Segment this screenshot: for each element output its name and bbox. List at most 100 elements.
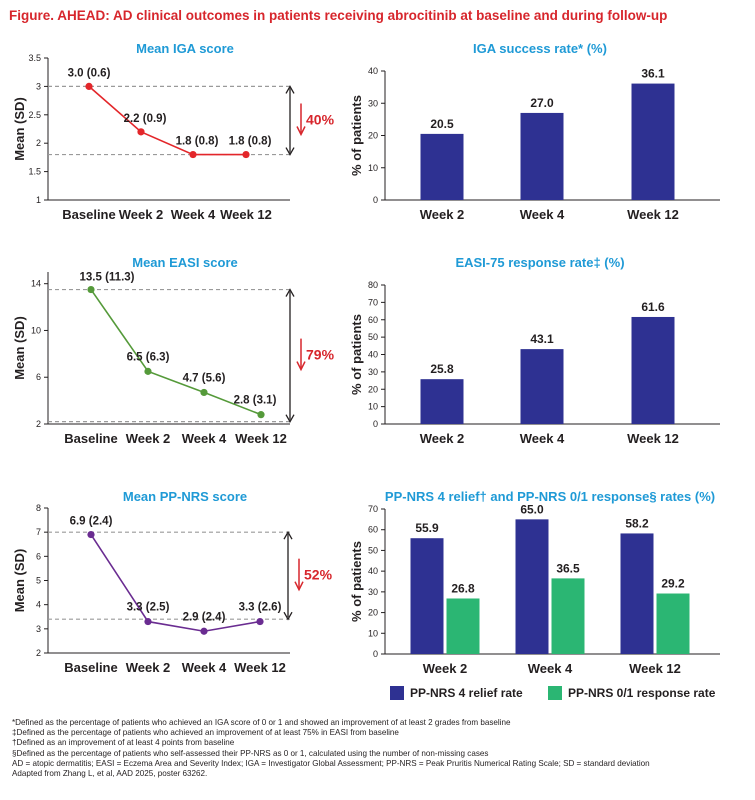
legend-item-response: PP-NRS 0/1 response rate	[548, 686, 715, 700]
ppnrs-mean-y-tick-label: 8	[36, 503, 41, 513]
iga-success-y-tick-label: 40	[368, 66, 378, 76]
easi-mean-y-tick-label: 6	[36, 372, 41, 382]
ppnrs-rates-x-tick-label: Week 4	[528, 661, 573, 676]
ppnrs-mean-y-tick-label: 2	[36, 648, 41, 658]
iga-success-data-label: 20.5	[430, 117, 454, 131]
easi75-y-tick-label: 70	[368, 297, 378, 307]
easi-mean-y-tick-label: 2	[36, 419, 41, 429]
ppnrs-rates-y-tick-label: 40	[368, 566, 378, 576]
easi75-chart: 0 10 20 30 40 50 60 70 80 % of patients Week 2 Week…	[349, 280, 720, 446]
easi-mean-title: Mean EASI score	[132, 255, 238, 270]
easi-mean-range-arrow-top	[285, 288, 295, 297]
iga-mean-x-tick-label: Baseline	[62, 207, 115, 222]
iga-mean-data-point	[242, 150, 250, 159]
iga-mean-y-tick-label: 1	[36, 195, 41, 205]
iga-mean-data-label: 2.2 (0.9)	[124, 113, 167, 125]
easi75-bar	[420, 379, 464, 424]
iga-success-x-tick-label: Week 12	[627, 207, 679, 222]
iga-mean-y-tick-label: 2.5	[28, 110, 41, 120]
iga-mean-y-tick-label: 3.5	[28, 53, 41, 63]
ppnrs-mean-data-label: 3.3 (2.5)	[127, 602, 170, 614]
easi-mean-chart: 2 6 10 14 Mean (SD) Baseline Week 2 Week 4 Week …	[12, 272, 335, 446]
ppnrs-mean-y-tick-label: 5	[36, 576, 41, 586]
ppnrs-rates-data-label: 36.5	[556, 561, 580, 575]
easi-mean-y-tick-label: 10	[31, 325, 41, 335]
iga-mean-x-tick-label: Week 2	[119, 207, 164, 222]
ppnrs-mean-reduction-arrow-head	[294, 581, 304, 592]
ppnrs-mean-y-tick-label: 6	[36, 551, 41, 561]
iga-mean-data-point	[137, 128, 145, 136]
iga-success-y-tick-label: 30	[368, 98, 378, 108]
legend-label-response: PP-NRS 0/1 response rate	[568, 686, 716, 700]
easi-mean-data-point	[200, 388, 208, 397]
easi-mean-data-label: 2.8 (3.1)	[234, 395, 277, 407]
ppnrs-rates-title: PP-NRS 4 relief† and PP-NRS 0/1 response…	[384, 489, 716, 504]
iga-mean-y-tick-label: 1.5	[28, 167, 41, 177]
iga-mean-range-arrow-bottom	[285, 147, 295, 156]
easi-mean-x-tick-label: Week 12	[235, 431, 287, 446]
easi-mean-range-arrow-bottom	[285, 414, 295, 423]
easi-mean-x-tick-label: Baseline	[64, 431, 117, 446]
easi-mean-data-label: 4.7 (5.6)	[183, 372, 226, 384]
easi-mean-x-tick-label: Week 2	[126, 431, 171, 446]
ppnrs-rates-x-tick-label: Week 12	[629, 661, 681, 676]
easi75-y-tick-label: 30	[368, 367, 378, 377]
ppnrs-mean-series-line	[90, 534, 261, 633]
easi-mean-reduction-arrow-head	[296, 361, 306, 372]
iga-success-x-tick-label: Week 2	[420, 207, 465, 222]
ppnrs-mean-x-tick-label: Week 4	[182, 660, 227, 675]
iga-success-y-axis-label: % of patients	[349, 95, 364, 176]
easi-mean-x-tick-label: Week 4	[182, 431, 227, 446]
easi75-y-tick-label: 0	[373, 419, 378, 429]
ppnrs-legend: PP-NRS 4 relief rate PP-NRS 0/1 response…	[390, 686, 730, 706]
iga-mean-chart: 1 1.5 2 2.5 3 3.5 Mean (SD) Baseline Week 2 Week …	[12, 53, 335, 222]
ppnrs-rates-y-tick-label: 0	[373, 649, 378, 659]
ppnrs-mean-range-arrow-top	[283, 530, 293, 540]
ppnrs-rates-y-tick-label: 30	[368, 587, 378, 597]
easi75-data-label: 43.1	[530, 332, 554, 346]
ppnrs-mean-reduction-label: 52%	[304, 567, 333, 583]
ppnrs-mean-x-tick-label: Week 12	[234, 660, 286, 675]
footnote-source: Adapted from Zhang L, et al, AAD 2025, p…	[12, 769, 208, 779]
iga-success-bar	[520, 112, 564, 200]
iga-success-bar	[631, 83, 675, 200]
ppnrs-rates-bar	[656, 593, 690, 654]
ppnrs-mean-data-point	[256, 617, 264, 626]
iga-mean-data-point	[189, 150, 197, 159]
iga-mean-data-point	[85, 82, 93, 90]
iga-success-x-tick-label: Week 4	[520, 207, 565, 222]
ppnrs-rates-y-tick-label: 20	[368, 608, 378, 618]
ppnrs-mean-data-label: 3.3 (2.6)	[239, 602, 282, 614]
footnote-easi: ‡Defined as the percentage of patients w…	[12, 728, 399, 738]
easi75-title: EASI-75 response rate‡ (%)	[455, 255, 625, 270]
ppnrs-mean-x-tick-label: Week 2	[126, 660, 171, 675]
legend-swatch-relief	[390, 686, 404, 700]
easi75-y-tick-label: 80	[368, 280, 378, 290]
iga-mean-data-label: 3.0 (0.6)	[68, 67, 111, 79]
easi75-x-tick-label: Week 12	[627, 431, 679, 446]
easi75-data-label: 61.6	[641, 300, 665, 314]
easi75-bar	[520, 349, 564, 424]
ppnrs-mean-data-point	[87, 530, 95, 539]
ppnrs-rates-data-label: 65.0	[520, 502, 544, 516]
iga-success-y-tick-label: 20	[368, 131, 378, 141]
ppnrs-mean-range-arrow-bottom	[283, 611, 293, 621]
iga-mean-x-tick-label: Week 12	[220, 207, 272, 222]
footnote-iga: *Defined as the percentage of patients w…	[12, 718, 511, 727]
ppnrs-rates-bar	[446, 598, 480, 654]
ppnrs-rates-chart: 0 10 20 30 40 50 60 70 % of patients Week 2 Week 4…	[349, 502, 720, 676]
easi75-y-tick-label: 60	[368, 315, 378, 325]
footnote-abbreviations: AD = atopic dermatitis; EASI = Eczema Ar…	[12, 758, 650, 768]
easi-mean-y-tick-label: 14	[31, 279, 41, 289]
ppnrs-rates-bar	[620, 533, 654, 654]
ppnrs-mean-data-label: 2.9 (2.4)	[183, 611, 226, 623]
ppnrs-rates-y-tick-label: 60	[368, 525, 378, 535]
easi75-y-tick-label: 40	[368, 350, 378, 360]
easi-mean-y-axis-label: Mean (SD)	[12, 316, 27, 380]
easi75-x-tick-label: Week 4	[520, 431, 565, 446]
ppnrs-mean-y-tick-label: 3	[36, 624, 41, 634]
ppnrs-mean-y-tick-label: 7	[36, 527, 41, 537]
ppnrs-rates-bar	[410, 538, 444, 654]
ppnrs-mean-data-label: 6.9 (2.4)	[70, 516, 113, 528]
figure-title: Figure. AHEAD: AD clinical outcomes in p…	[9, 8, 668, 23]
